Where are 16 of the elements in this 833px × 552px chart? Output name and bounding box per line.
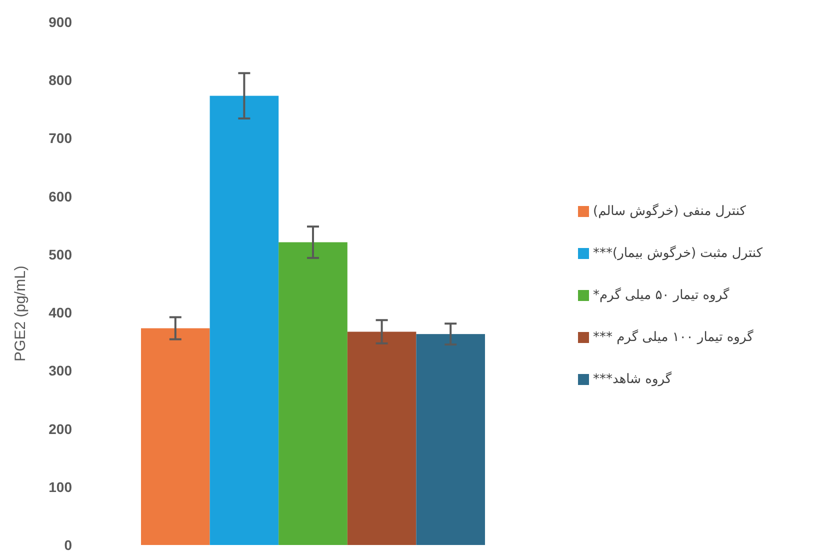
y-tick-label: 800 (48, 72, 72, 88)
legend-label: کنترل منفی (خرگوش سالم) (593, 204, 746, 218)
legend-label: گروه تیمار ۵۰ میلی گرم* (593, 288, 730, 302)
legend-label: کنترل مثبت (خرگوش بیمار)*** (593, 246, 763, 260)
y-axis-title: PGE2 (pg/mL) (12, 266, 29, 362)
y-tick-label: 700 (48, 130, 72, 146)
y-tick-label: 0 (64, 537, 72, 552)
y-tick-label: 200 (48, 420, 72, 437)
legend-label: گروه تیمار ۱۰۰ میلی گرم *** (593, 330, 754, 344)
y-tick-label: 400 (48, 304, 72, 321)
y-tick-label: 600 (48, 188, 72, 204)
y-tick-label: 900 (48, 14, 72, 30)
legend-label: گروه شاهد*** (593, 372, 672, 386)
y-tick-label: 100 (48, 478, 72, 495)
y-tick-label: 500 (48, 246, 72, 262)
y-tick-label: 300 (48, 362, 72, 379)
